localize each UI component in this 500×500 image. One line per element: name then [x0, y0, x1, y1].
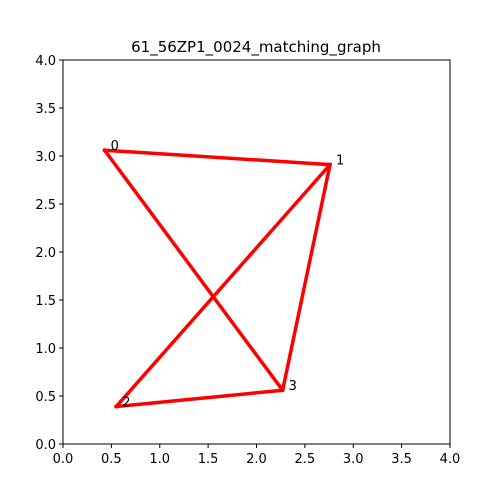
y-axis: 0.0 0.5 1.0 1.5 2.0 2.5 3.0 3.5 4.0 [35, 54, 63, 453]
edge-layer [102, 148, 332, 409]
node-label-2: 2 [122, 396, 130, 411]
edge-1-3 [280, 162, 332, 392]
y-tick-label: 0.0 [35, 438, 56, 453]
x-tick-label: 2.5 [295, 452, 316, 467]
x-tick-label: 0.0 [53, 452, 74, 467]
node-label-3: 3 [289, 379, 297, 394]
y-tick-label: 1.5 [35, 294, 56, 309]
x-tick-label: 2.0 [246, 452, 267, 467]
edge-0-3 [102, 148, 285, 392]
x-tick-label: 4.0 [440, 452, 461, 467]
node-3 [280, 388, 285, 393]
x-tick-label: 1.0 [149, 452, 170, 467]
y-tick-label: 0.5 [35, 390, 56, 405]
y-tick-label: 2.0 [35, 246, 56, 261]
x-tick-label: 0.5 [101, 452, 122, 467]
node-0 [102, 148, 107, 153]
node-2 [114, 404, 119, 409]
y-tick-label: 1.0 [35, 342, 56, 357]
y-tick-label: 4.0 [35, 54, 56, 69]
node-layer: 0 1 2 3 [102, 139, 344, 411]
node-label-0: 0 [111, 139, 119, 154]
edge-1-2 [114, 162, 332, 409]
y-tick-label: 3.5 [35, 102, 56, 117]
edge-2-3 [114, 388, 285, 409]
node-label-1: 1 [336, 154, 344, 169]
edge-0-1 [102, 148, 332, 167]
x-axis: 0.0 0.5 1.0 1.5 2.0 2.5 3.0 3.5 4.0 [53, 444, 461, 467]
x-tick-label: 3.5 [391, 452, 412, 467]
x-tick-label: 1.5 [198, 452, 219, 467]
chart-title: 61_56ZP1_0024_matching_graph [131, 38, 381, 57]
node-1 [328, 162, 333, 167]
plot-area-frame [62, 59, 451, 445]
x-tick-label: 3.0 [343, 452, 364, 467]
y-tick-label: 2.5 [35, 198, 56, 213]
y-tick-label: 3.0 [35, 150, 56, 165]
